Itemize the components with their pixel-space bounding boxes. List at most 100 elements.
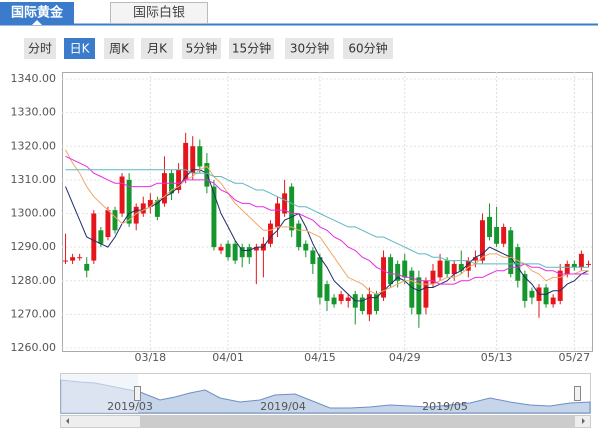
y-tick-label: 1310.00 [11, 173, 57, 186]
x-tick-label: 04/01 [212, 351, 244, 364]
navigator-mask [61, 374, 138, 413]
y-tick-label: 1260.00 [11, 341, 57, 354]
candle-body [317, 257, 323, 298]
candle-body [564, 263, 570, 275]
candle-body [487, 216, 493, 238]
x-tick-label: 04/29 [389, 351, 421, 364]
candle-body [395, 263, 401, 281]
tab[interactable] [110, 2, 208, 24]
y-tick-label: 1320.00 [11, 139, 57, 152]
period-button[interactable] [104, 38, 134, 59]
period-button[interactable] [285, 38, 334, 59]
candle-body [133, 206, 139, 224]
candle-body [472, 257, 478, 261]
candle-body [267, 223, 273, 244]
y-tick-label: 1290.00 [11, 240, 57, 253]
period-button[interactable] [141, 38, 173, 59]
candle-body [465, 260, 471, 271]
period-label[interactable]: 30分钟 [290, 41, 329, 56]
candle-body [161, 173, 167, 204]
candle-body [70, 257, 76, 261]
navigator-handle[interactable] [574, 386, 581, 401]
candle-body [289, 186, 295, 231]
candle-body [430, 270, 436, 285]
candle-body [451, 263, 457, 275]
marks [63, 132, 591, 328]
candle-body [585, 263, 591, 265]
period-button[interactable] [64, 38, 95, 59]
candle-body [91, 213, 97, 261]
candle-body [303, 243, 309, 251]
period-button[interactable] [229, 38, 274, 59]
candle-body [63, 260, 69, 262]
candle-body [529, 290, 535, 298]
candle-body [211, 186, 217, 248]
x-tick-label: 04/15 [304, 351, 336, 364]
candle-body [218, 247, 224, 251]
tab-pointer [32, 20, 42, 25]
candle-body [310, 250, 316, 264]
period-label[interactable]: 分时 [28, 42, 52, 56]
tab-label[interactable]: 国际黄金 [11, 5, 64, 21]
y-tick-label: 1300.00 [11, 207, 57, 220]
candle-body [501, 226, 507, 244]
x-tick-label: 05/27 [558, 351, 590, 364]
ma-line [65, 155, 589, 285]
period-label[interactable]: 60分钟 [348, 41, 387, 56]
candle-body [458, 263, 464, 271]
candle-body [571, 263, 577, 268]
period-label[interactable]: 周K [109, 42, 130, 56]
x-tick-label: 05/13 [481, 351, 513, 364]
candle-body [239, 247, 245, 258]
ma-line [65, 149, 589, 295]
x-tick-label: 03/18 [134, 351, 166, 364]
period-button[interactable] [24, 38, 56, 59]
candle-body [324, 284, 330, 301]
plot-frame [62, 72, 593, 352]
candle-body [437, 260, 443, 278]
scrollbar-thumb[interactable] [140, 416, 575, 427]
navigator-label: 2019/03 [107, 400, 153, 413]
navigator-handle[interactable] [134, 386, 141, 401]
candle-body [105, 210, 111, 238]
period-label[interactable]: 月K [147, 42, 168, 56]
candle-body [366, 294, 372, 315]
period-label[interactable]: 日K [70, 42, 91, 56]
period-label[interactable]: 15分钟 [232, 41, 271, 56]
candle-body [253, 247, 259, 251]
candle-body [225, 243, 231, 258]
navigator-label: 2019/04 [260, 400, 306, 413]
candle-body [402, 260, 408, 278]
candle-body [176, 169, 182, 190]
period-buttons: 分时 日K 周K 月K 5分钟 15分钟 30分钟 60分钟 [24, 38, 393, 59]
candle-body [416, 277, 422, 315]
candle-body [190, 146, 196, 174]
candle-body [296, 223, 302, 248]
y-tick-label: 1280.00 [11, 274, 57, 287]
candle-body [112, 210, 118, 231]
tab-label[interactable]: 国际白银 [133, 5, 185, 21]
candle-body [381, 257, 387, 298]
candle-body [557, 270, 563, 301]
candle-body [140, 203, 146, 214]
ma-line [65, 169, 589, 268]
candle-body [119, 176, 125, 214]
y-tick-label: 1330.00 [11, 106, 57, 119]
candle-body [578, 253, 584, 268]
candle-body [84, 263, 90, 271]
candle-body [275, 203, 281, 227]
candle-body [345, 297, 351, 301]
period-label[interactable]: 5分钟 [186, 41, 218, 56]
candle-body [550, 297, 556, 305]
candle-body [359, 297, 365, 312]
candle-body [423, 280, 429, 308]
candle-body [388, 257, 394, 285]
candle-body [522, 274, 528, 301]
period-button[interactable] [182, 38, 221, 59]
candle-body [494, 226, 500, 244]
y-tick-label: 1270.00 [11, 307, 57, 320]
period-button[interactable] [343, 38, 393, 59]
tab-active[interactable] [0, 2, 74, 25]
candle-body [147, 200, 153, 207]
